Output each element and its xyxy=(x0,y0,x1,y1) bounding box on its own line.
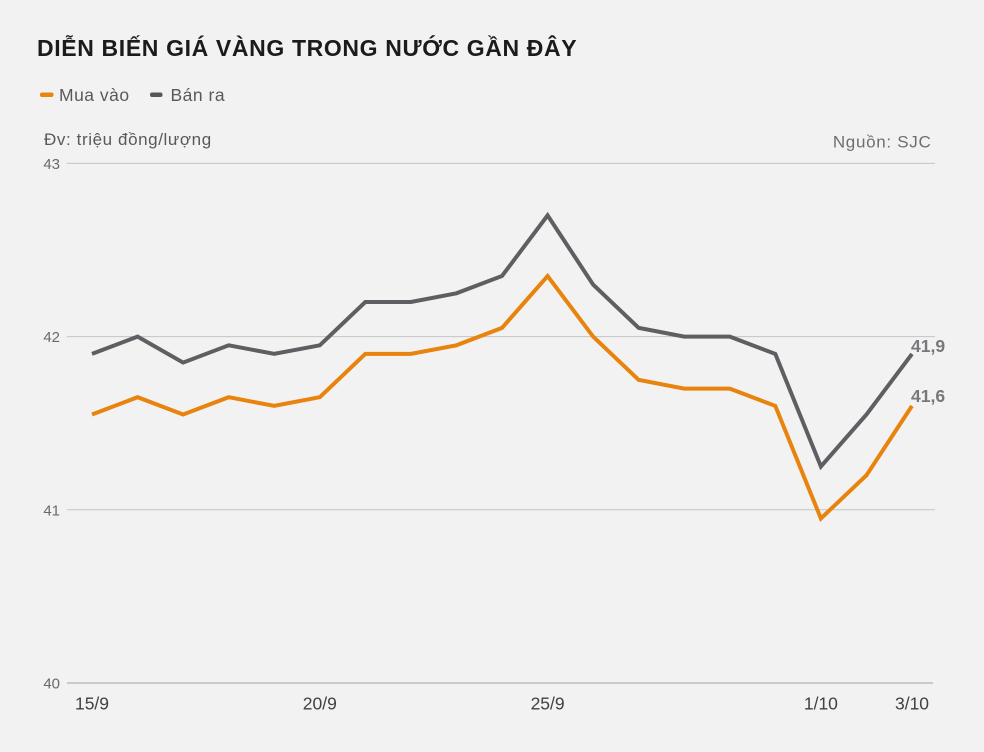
svg-text:41: 41 xyxy=(43,502,60,519)
svg-text:Mua vào: Mua vào xyxy=(59,85,130,105)
svg-text:42: 42 xyxy=(43,329,60,346)
svg-text:40: 40 xyxy=(43,676,60,693)
svg-text:41,9: 41,9 xyxy=(911,336,945,356)
svg-text:43: 43 xyxy=(43,156,60,173)
svg-text:25/9: 25/9 xyxy=(531,694,565,714)
svg-text:3/10: 3/10 xyxy=(895,694,929,714)
svg-text:41,6: 41,6 xyxy=(911,386,945,406)
svg-text:Đv: triệu đồng/lượng: Đv: triệu đồng/lượng xyxy=(44,130,212,149)
svg-text:Bán ra: Bán ra xyxy=(171,85,226,105)
svg-text:15/9: 15/9 xyxy=(75,694,109,714)
svg-text:1/10: 1/10 xyxy=(804,694,838,714)
svg-text:DIỄN BIẾN GIÁ VÀNG TRONG NƯỚC: DIỄN BIẾN GIÁ VÀNG TRONG NƯỚC GẦN ĐÂY xyxy=(37,33,577,61)
svg-text:20/9: 20/9 xyxy=(303,694,337,714)
svg-text:Nguồn: SJC: Nguồn: SJC xyxy=(833,133,932,152)
